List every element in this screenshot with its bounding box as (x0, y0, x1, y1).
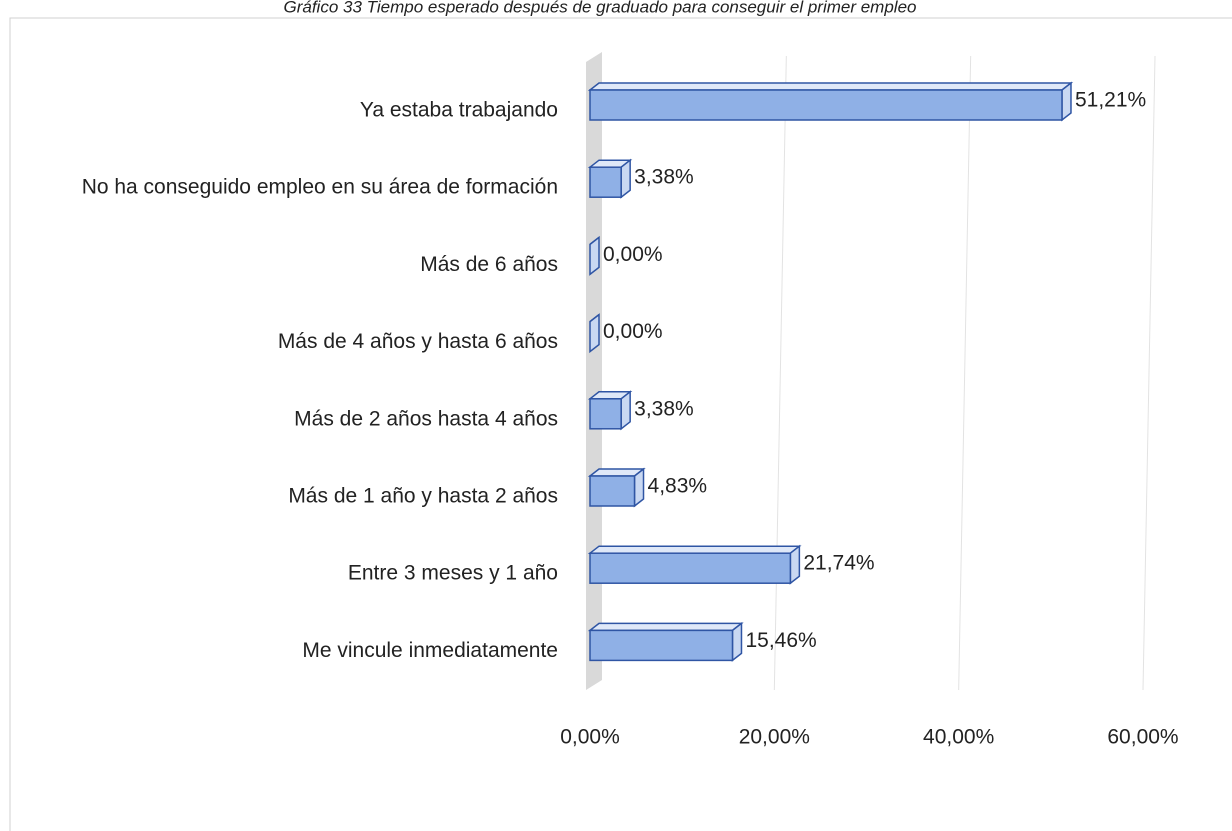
grid-line (1142, 55, 1156, 691)
y-tick-label: Más de 2 años hasta 4 años (294, 407, 558, 430)
grid-line (958, 55, 972, 691)
bar (589, 166, 622, 198)
bar-side (620, 158, 631, 199)
x-tick-label: 20,00% (739, 726, 810, 749)
value-label: 51,21% (1075, 89, 1146, 112)
value-label: 21,74% (803, 552, 874, 575)
y-tick-label: Entre 3 meses y 1 año (348, 562, 558, 585)
bar-side (789, 544, 801, 585)
y-tick-label: Más de 1 año y hasta 2 años (288, 485, 558, 508)
bar (589, 629, 734, 662)
bar-top (587, 545, 802, 554)
value-label: 3,38% (634, 166, 694, 189)
grid-line (773, 55, 787, 691)
bar-side (633, 467, 645, 508)
x-tick-label: 40,00% (923, 726, 994, 749)
value-label: 4,83% (648, 475, 708, 498)
bar-side (589, 313, 600, 354)
bar (589, 552, 792, 584)
y-tick-label: Más de 6 años (420, 253, 558, 276)
y-tick-label: Ya estaba trabajando (360, 99, 558, 122)
y-tick-label: Más de 4 años y hasta 6 años (278, 330, 558, 353)
bar-top (587, 82, 1074, 91)
value-label: 0,00% (603, 243, 663, 266)
bar-side (1061, 81, 1072, 122)
value-label: 3,38% (634, 397, 694, 420)
x-tick-label: 60,00% (1107, 726, 1178, 749)
bar-side (620, 390, 631, 431)
value-label: 15,46% (745, 629, 816, 652)
y-tick-label: No ha conseguido empleo en su área de fo… (82, 176, 558, 199)
bar-side (731, 621, 743, 662)
value-label: 0,00% (603, 320, 663, 343)
chart-title: Gráfico 33 Tiempo esperado después de gr… (283, 0, 916, 16)
bar (589, 475, 636, 507)
bar-top (587, 622, 744, 632)
back-wall (586, 52, 602, 690)
bar-side (589, 235, 600, 276)
y-tick-label: Me vincule inmediatamente (302, 639, 558, 662)
bar (589, 398, 622, 430)
bar (589, 89, 1063, 121)
x-tick-label: 0,00% (560, 726, 620, 749)
